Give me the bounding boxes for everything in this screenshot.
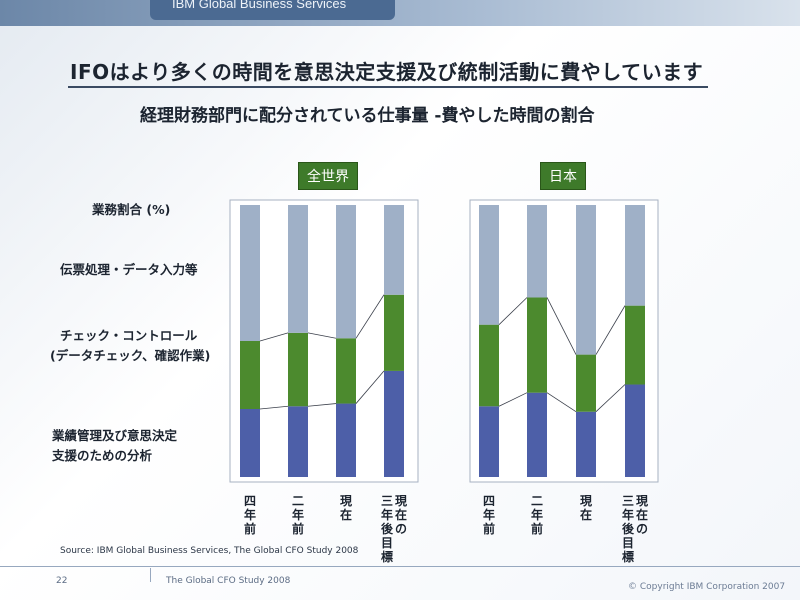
category-label: 三年後目標現在の bbox=[381, 494, 407, 564]
bar-segment bbox=[240, 341, 260, 409]
connector-line bbox=[307, 403, 337, 407]
bar-segment bbox=[384, 205, 404, 295]
footer-tick bbox=[150, 568, 151, 582]
bar-segment bbox=[625, 205, 645, 306]
footer-study: The Global CFO Study 2008 bbox=[166, 576, 291, 586]
category-label: 三年後目標現在の bbox=[622, 494, 648, 564]
bar-segment bbox=[288, 332, 308, 407]
category-label: 二年前 bbox=[531, 494, 543, 536]
connector-line bbox=[355, 294, 385, 339]
bar-segment bbox=[384, 294, 404, 371]
bar-segment bbox=[479, 406, 499, 477]
category-label: 現在 bbox=[580, 494, 592, 522]
header-tab bbox=[150, 0, 395, 20]
bar-segment bbox=[336, 403, 356, 477]
connector-line bbox=[355, 370, 385, 404]
bar-segment bbox=[576, 205, 596, 355]
connector-line bbox=[498, 392, 528, 407]
bar-segment bbox=[527, 392, 547, 477]
chart-title-japan: 日本 bbox=[540, 162, 586, 190]
connector-line bbox=[498, 297, 528, 325]
axis-label: 業務割合 (%) bbox=[92, 202, 171, 217]
bar-segment bbox=[479, 324, 499, 407]
bar-segment bbox=[336, 205, 356, 339]
copyright: © Copyright IBM Corporation 2007 bbox=[628, 582, 786, 592]
row-label-bottom-1: 業績管理及び意思決定 bbox=[52, 428, 178, 443]
category-label: 四年前 bbox=[244, 494, 256, 536]
bar-segment bbox=[625, 384, 645, 477]
connector-line bbox=[595, 305, 626, 355]
bar-segment bbox=[576, 411, 596, 477]
category-label: 二年前 bbox=[292, 494, 304, 536]
bar-segment bbox=[527, 297, 547, 393]
row-label-middle-1: チェック・コントロール bbox=[60, 328, 198, 343]
bar-segment bbox=[527, 205, 547, 298]
header-bar bbox=[0, 0, 800, 26]
row-label-top: 伝票処理・データ入力等 bbox=[60, 262, 198, 277]
bar-segment bbox=[288, 406, 308, 477]
connector-line bbox=[595, 384, 626, 413]
row-label-middle-2: (データチェック、確認作業) bbox=[50, 348, 211, 363]
bar-segment bbox=[576, 354, 596, 412]
footer-divider bbox=[0, 566, 800, 567]
bar-segment bbox=[479, 205, 499, 325]
category-label: 現在 bbox=[340, 494, 352, 522]
bar-segment bbox=[240, 409, 260, 477]
row-label-bottom-2: 支援のための分析 bbox=[52, 448, 153, 463]
page-number: 22 bbox=[56, 576, 68, 586]
slide-title: IFOはより多くの時間を意思決定支援及び統制活動に費やしています bbox=[70, 60, 704, 84]
title-underline bbox=[68, 86, 708, 88]
bar-segment bbox=[384, 370, 404, 477]
connector-line bbox=[259, 332, 289, 342]
bar-segment bbox=[288, 205, 308, 333]
bar-segment bbox=[240, 205, 260, 341]
connector-line bbox=[307, 332, 337, 339]
connector-line bbox=[546, 297, 577, 355]
connector-line bbox=[546, 392, 577, 413]
chart-title-world: 全世界 bbox=[298, 162, 358, 190]
slide-subtitle: 経理財務部門に配分されている仕事量 -費やした時間の割合 bbox=[140, 106, 595, 126]
source-note: Source: IBM Global Business Services, Th… bbox=[60, 546, 359, 556]
header-company: IBM Global Business Services bbox=[172, 0, 347, 11]
bar-segment bbox=[625, 305, 645, 385]
category-label: 四年前 bbox=[483, 494, 495, 536]
connector-line bbox=[259, 405, 289, 410]
bar-segment bbox=[336, 338, 356, 404]
